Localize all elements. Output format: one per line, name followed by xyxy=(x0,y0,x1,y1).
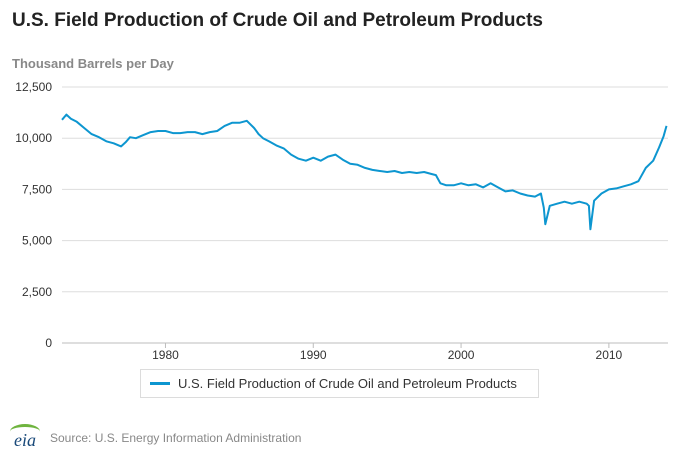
legend-label: U.S. Field Production of Crude Oil and P… xyxy=(178,376,517,391)
chart-title: U.S. Field Production of Crude Oil and P… xyxy=(12,10,543,31)
y-tick-label: 2,500 xyxy=(22,285,52,299)
eia-logo-text: eia xyxy=(14,430,36,450)
y-tick-label: 5,000 xyxy=(22,234,52,248)
series-line[interactable] xyxy=(61,113,668,231)
y-tick-label: 12,500 xyxy=(15,80,52,94)
x-tick-label: 2000 xyxy=(448,348,475,362)
y-axis-unit-label: Thousand Barrels per Day xyxy=(12,56,174,71)
source-note: Source: U.S. Energy Information Administ… xyxy=(50,431,302,445)
legend-swatch xyxy=(150,382,170,385)
x-tick-label: 1990 xyxy=(300,348,327,362)
x-tick-label: 2010 xyxy=(596,348,623,362)
y-tick-label: 0 xyxy=(45,336,52,350)
y-tick-label: 7,500 xyxy=(22,182,52,196)
footer: eia Source: U.S. Energy Information Admi… xyxy=(0,420,680,454)
x-tick-labels: 1980 1990 2000 2010 xyxy=(152,348,622,362)
y-tick-labels: 0 2,500 5,000 7,500 10,000 12,500 xyxy=(15,80,52,350)
x-tick-label: 1980 xyxy=(152,348,179,362)
eia-logo-swoosh xyxy=(10,424,40,439)
grid-lines xyxy=(62,86,668,348)
y-tick-label: 10,000 xyxy=(15,131,52,145)
legend[interactable]: U.S. Field Production of Crude Oil and P… xyxy=(140,369,539,398)
series-lines xyxy=(61,113,668,231)
eia-logo-icon[interactable]: eia xyxy=(6,422,46,452)
